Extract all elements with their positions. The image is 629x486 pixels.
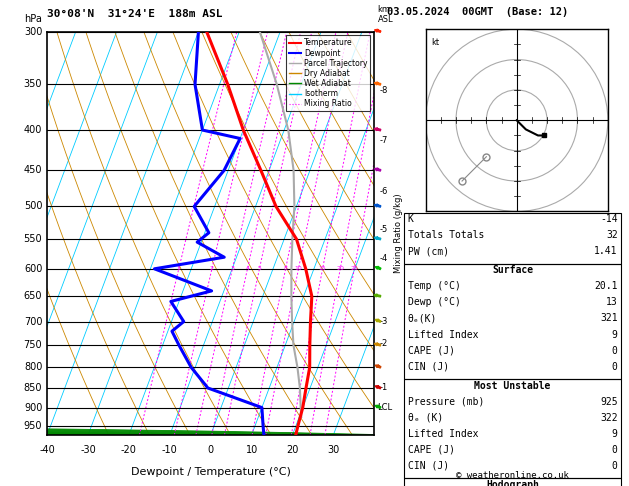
Text: 9: 9	[612, 429, 618, 439]
Text: 20: 20	[286, 445, 299, 455]
Text: PW (cm): PW (cm)	[408, 246, 448, 257]
Text: 500: 500	[24, 201, 42, 211]
Text: CAPE (J): CAPE (J)	[408, 346, 455, 356]
Text: 0: 0	[612, 461, 618, 471]
Text: 850: 850	[24, 383, 42, 393]
Text: -30: -30	[80, 445, 96, 455]
Text: 0: 0	[612, 445, 618, 455]
Text: Pressure (mb): Pressure (mb)	[408, 397, 484, 407]
Text: Lifted Index: Lifted Index	[408, 429, 478, 439]
Text: 03.05.2024  00GMT  (Base: 12): 03.05.2024 00GMT (Base: 12)	[387, 7, 568, 17]
Text: -1: -1	[379, 382, 387, 392]
Text: 1: 1	[177, 266, 181, 271]
Text: 30°08'N  31°24'E  188m ASL: 30°08'N 31°24'E 188m ASL	[47, 9, 223, 19]
Text: 3: 3	[230, 266, 235, 271]
Text: CIN (J): CIN (J)	[408, 461, 448, 471]
Text: Totals Totals: Totals Totals	[408, 230, 484, 241]
Text: 321: 321	[600, 313, 618, 324]
Text: 1.41: 1.41	[594, 246, 618, 257]
Text: hPa: hPa	[25, 14, 42, 23]
Text: 900: 900	[24, 402, 42, 413]
Text: Temp (°C): Temp (°C)	[408, 281, 460, 292]
Text: Most Unstable: Most Unstable	[474, 381, 551, 391]
Text: -5: -5	[379, 225, 387, 234]
Text: 10: 10	[294, 266, 303, 271]
Text: Hodograph: Hodograph	[486, 480, 539, 486]
Text: 9: 9	[612, 330, 618, 340]
Text: 4: 4	[245, 266, 250, 271]
Text: 30: 30	[327, 445, 340, 455]
Text: CIN (J): CIN (J)	[408, 362, 448, 372]
Text: 2: 2	[210, 266, 214, 271]
Text: 10: 10	[245, 445, 258, 455]
Text: K: K	[408, 214, 413, 225]
Text: -8: -8	[379, 86, 387, 95]
Text: 8: 8	[284, 266, 287, 271]
Text: 400: 400	[24, 125, 42, 135]
Text: -14: -14	[600, 214, 618, 225]
Text: -2: -2	[379, 339, 387, 348]
Text: © weatheronline.co.uk: © weatheronline.co.uk	[456, 471, 569, 480]
Text: θₑ (K): θₑ (K)	[408, 413, 443, 423]
Text: 15: 15	[319, 266, 326, 271]
Text: 300: 300	[24, 27, 42, 36]
Text: 0: 0	[612, 346, 618, 356]
Text: Lifted Index: Lifted Index	[408, 330, 478, 340]
Text: CAPE (J): CAPE (J)	[408, 445, 455, 455]
Text: 25: 25	[350, 266, 358, 271]
Text: -7: -7	[379, 136, 387, 145]
Text: Surface: Surface	[492, 265, 533, 276]
Text: -20: -20	[121, 445, 137, 455]
Legend: Temperature, Dewpoint, Parcel Trajectory, Dry Adiabat, Wet Adiabat, Isotherm, Mi: Temperature, Dewpoint, Parcel Trajectory…	[286, 35, 370, 111]
Text: LCL: LCL	[377, 403, 392, 412]
Text: 550: 550	[24, 234, 42, 244]
Text: Dewpoint / Temperature (°C): Dewpoint / Temperature (°C)	[131, 467, 291, 477]
Text: 450: 450	[24, 165, 42, 175]
Text: 0: 0	[208, 445, 214, 455]
Text: 650: 650	[24, 291, 42, 301]
Text: -4: -4	[379, 255, 387, 263]
Text: 13: 13	[606, 297, 618, 308]
Text: 750: 750	[24, 340, 42, 350]
Text: 32: 32	[606, 230, 618, 241]
Text: 600: 600	[24, 264, 42, 274]
Text: kt: kt	[431, 38, 440, 47]
Text: 800: 800	[24, 362, 42, 372]
Text: θₑ(K): θₑ(K)	[408, 313, 437, 324]
Text: km
ASL: km ASL	[377, 5, 393, 23]
Text: -40: -40	[39, 445, 55, 455]
Text: 322: 322	[600, 413, 618, 423]
Text: -10: -10	[162, 445, 178, 455]
Text: -6: -6	[379, 187, 387, 195]
Text: -3: -3	[379, 316, 387, 326]
Text: 0: 0	[612, 362, 618, 372]
Text: Dewp (°C): Dewp (°C)	[408, 297, 460, 308]
Text: 20.1: 20.1	[594, 281, 618, 292]
Text: 700: 700	[24, 316, 42, 327]
Text: 350: 350	[24, 79, 42, 89]
Text: 925: 925	[600, 397, 618, 407]
Text: 5: 5	[257, 266, 262, 271]
Text: 950: 950	[24, 421, 42, 431]
Text: 20: 20	[337, 266, 344, 271]
Text: Mixing Ratio (g/kg): Mixing Ratio (g/kg)	[394, 193, 403, 273]
